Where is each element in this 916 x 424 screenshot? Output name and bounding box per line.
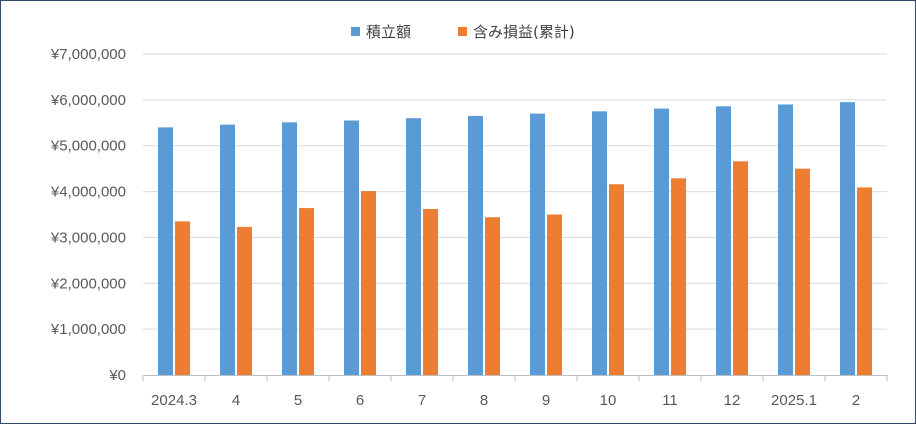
legend-label: 含み損益(累計): [473, 23, 575, 41]
y-tick-label: ¥4,000,000: [50, 184, 126, 201]
legend-label: 積立額: [366, 23, 411, 41]
y-tick-label: ¥1,000,000: [50, 321, 126, 338]
bar-contribution: [282, 122, 297, 375]
y-tick-label: ¥6,000,000: [50, 92, 126, 109]
legend-swatch: [458, 27, 467, 36]
x-tick-label: 10: [600, 392, 617, 409]
legend-swatch: [351, 27, 360, 36]
bar-unrealized-gain: [671, 178, 686, 375]
gridlines: [143, 53, 887, 330]
bar-contribution: [778, 104, 793, 375]
bar-unrealized-gain: [609, 184, 624, 375]
bar-contribution: [406, 118, 421, 375]
bar-unrealized-gain: [547, 214, 562, 375]
x-tick-label: 2024.3: [151, 392, 197, 409]
x-tick-label: 6: [356, 392, 364, 409]
x-tick-label: 2025.1: [771, 392, 817, 409]
x-tick-label: 5: [294, 392, 302, 409]
bar-unrealized-gain: [857, 187, 872, 375]
y-tick-label: ¥5,000,000: [50, 138, 126, 155]
x-tick-label: 12: [724, 392, 741, 409]
x-tick-label: 4: [232, 392, 240, 409]
x-axis: 2024.3 4 5 6 7 8 9 10 11 12 2025.1 2: [142, 375, 888, 409]
legend: 積立額 含み損益(累計): [351, 23, 575, 41]
x-tick-label: 8: [480, 392, 488, 409]
bar-unrealized-gain: [485, 217, 500, 375]
y-tick-label: ¥2,000,000: [50, 275, 126, 292]
bar-contribution: [344, 120, 359, 375]
x-tick-label: 9: [542, 392, 550, 409]
bar-contribution: [158, 127, 173, 375]
y-axis-ticks: ¥0 ¥1,000,000 ¥2,000,000 ¥3,000,000 ¥4,000,0…: [50, 46, 126, 384]
bar-unrealized-gain: [299, 208, 314, 375]
bar-unrealized-gain: [733, 161, 748, 375]
bar-contribution: [468, 115, 483, 376]
x-tick-label: 11: [662, 392, 678, 409]
bar-contribution: [592, 111, 607, 376]
x-tick-label: 2: [852, 392, 860, 409]
bar-contribution: [654, 108, 669, 375]
bar-contribution: [840, 102, 855, 376]
bar-unrealized-gain: [423, 208, 438, 375]
bars: [158, 102, 872, 376]
y-tick-label: ¥0: [108, 367, 126, 384]
bar-contribution: [530, 113, 545, 375]
x-tick-label: 7: [418, 392, 426, 409]
bar-contribution: [716, 106, 731, 375]
y-tick-label: ¥3,000,000: [50, 229, 126, 246]
y-tick-label: ¥7,000,000: [50, 46, 126, 63]
bar-unrealized-gain: [361, 191, 376, 375]
bar-unrealized-gain: [175, 221, 190, 375]
bar-unrealized-gain: [237, 226, 252, 375]
bar-unrealized-gain: [795, 168, 810, 375]
bar-contribution: [220, 124, 235, 376]
